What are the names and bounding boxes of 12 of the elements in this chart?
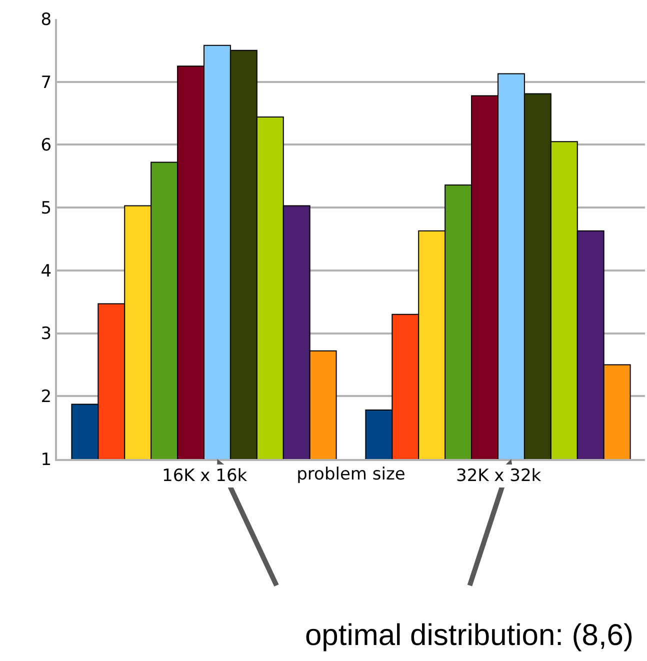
y-tick-label: 4 [40,261,52,282]
x-tick-label: 16K x 16k [162,466,248,486]
y-tick-label: 7 [40,72,52,93]
y-tick-label: 2 [40,387,52,408]
x-tick-label: 32K x 32k [456,466,542,486]
text: optimal distribution: (8,6) [305,619,634,652]
y-tick-label: 3 [40,324,52,344]
y-tick-label: 6 [40,136,52,156]
x-axis-title: problem size [296,464,406,484]
y-tick-label: 8 [40,10,52,30]
y-tick-label: 5 [40,198,52,219]
y-tick-label: 1 [40,450,52,470]
